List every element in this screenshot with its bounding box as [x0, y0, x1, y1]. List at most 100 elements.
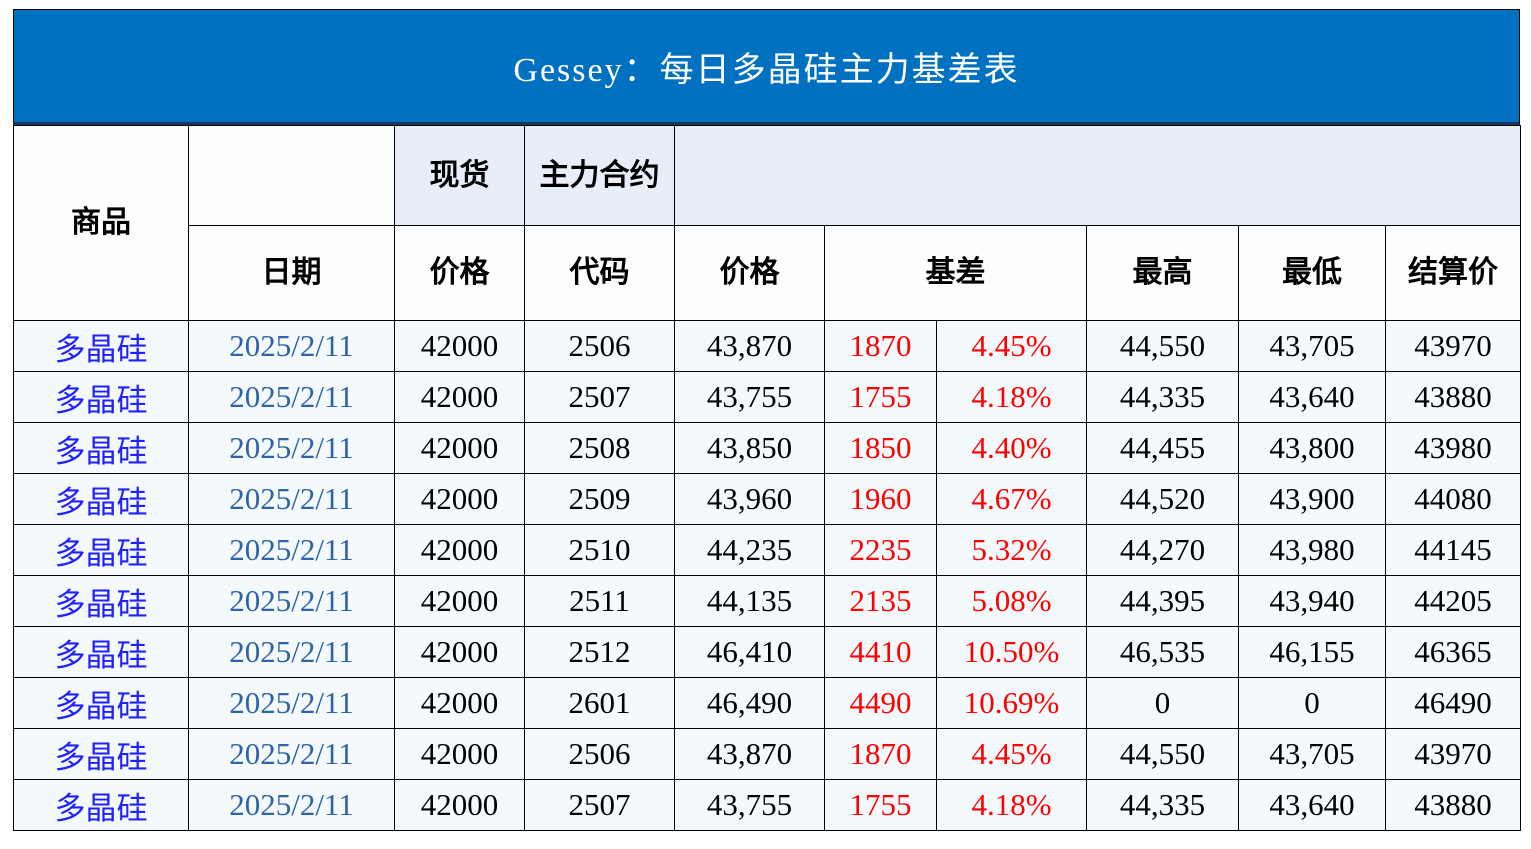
cell-basis-pct: 4.45%: [936, 728, 1087, 780]
header-band: [673, 125, 1522, 226]
cell-basis: 4410: [824, 626, 937, 678]
cell-high: 44,455: [1086, 422, 1239, 474]
header-settlement: 结算价: [1384, 225, 1522, 321]
cell-basis-pct: 10.69%: [936, 677, 1087, 729]
cell-basis: 1755: [824, 371, 937, 423]
header-basis: 基差: [824, 225, 1087, 321]
cell-basis: 2135: [824, 575, 937, 627]
cell-basis-pct: 4.45%: [936, 320, 1087, 372]
table-row: 多晶硅 2025/2/11 42000 2512 46,410 4410 10.…: [13, 626, 1522, 678]
cell-low: 43,900: [1238, 473, 1386, 525]
cell-spot-price: 42000: [394, 473, 525, 525]
cell-futures-price: 46,410: [674, 626, 825, 678]
cell-commodity: 多晶硅: [13, 626, 189, 678]
cell-basis-pct: 4.18%: [936, 371, 1087, 423]
cell-contract-code: 2506: [524, 320, 675, 372]
cell-commodity: 多晶硅: [13, 677, 189, 729]
header-empty-above-date: [188, 125, 395, 226]
cell-settlement: 46490: [1384, 677, 1522, 729]
cell-basis-pct: 5.32%: [936, 524, 1087, 576]
cell-commodity: 多晶硅: [13, 524, 189, 576]
cell-futures-price: 46,490: [674, 677, 825, 729]
cell-spot-price: 42000: [394, 677, 525, 729]
cell-futures-price: 43,960: [674, 473, 825, 525]
header-main-contract-group: 主力合约: [524, 125, 675, 226]
cell-futures-price: 43,870: [674, 320, 825, 372]
cell-low: 43,705: [1238, 728, 1386, 780]
cell-settlement: 43970: [1384, 728, 1522, 780]
header-contract-code: 代码: [524, 225, 675, 321]
cell-basis: 1960: [824, 473, 937, 525]
header-spot-price: 价格: [394, 225, 525, 321]
cell-low: 0: [1238, 677, 1386, 729]
cell-futures-price: 43,755: [674, 779, 825, 831]
cell-date: 2025/2/11: [188, 677, 395, 729]
table-row: 多晶硅 2025/2/11 42000 2601 46,490 4490 10.…: [13, 677, 1522, 729]
cell-futures-price: 44,135: [674, 575, 825, 627]
report-title: Gessey：每日多晶硅主力基差表: [13, 9, 1520, 125]
cell-settlement: 43880: [1384, 371, 1522, 423]
header-futures-price: 价格: [674, 225, 825, 321]
table-row: 多晶硅 2025/2/11 42000 2511 44,135 2135 5.0…: [13, 575, 1522, 627]
cell-date: 2025/2/11: [188, 371, 395, 423]
cell-futures-price: 43,870: [674, 728, 825, 780]
cell-basis-pct: 10.50%: [936, 626, 1087, 678]
cell-commodity: 多晶硅: [13, 371, 189, 423]
table-body: 多晶硅 2025/2/11 42000 2506 43,870 1870 4.4…: [13, 320, 1522, 831]
cell-futures-price: 43,755: [674, 371, 825, 423]
cell-date: 2025/2/11: [188, 473, 395, 525]
cell-low: 46,155: [1238, 626, 1386, 678]
table-header: 商品 现货 主力合约 日期 价格 代码 价格 基差 最高 最低 结算价: [13, 125, 1522, 321]
cell-date: 2025/2/11: [188, 422, 395, 474]
table-row: 多晶硅 2025/2/11 42000 2508 43,850 1850 4.4…: [13, 422, 1522, 474]
cell-basis-pct: 4.18%: [936, 779, 1087, 831]
cell-spot-price: 42000: [394, 779, 525, 831]
header-row-columns: 日期 价格 代码 价格 基差 最高 最低 结算价: [14, 225, 1522, 321]
cell-commodity: 多晶硅: [13, 728, 189, 780]
cell-contract-code: 2507: [524, 779, 675, 831]
cell-contract-code: 2507: [524, 371, 675, 423]
cell-basis: 1755: [824, 779, 937, 831]
cell-high: 44,550: [1086, 320, 1239, 372]
cell-settlement: 44145: [1384, 524, 1522, 576]
table-row: 多晶硅 2025/2/11 42000 2509 43,960 1960 4.6…: [13, 473, 1522, 525]
cell-date: 2025/2/11: [188, 524, 395, 576]
basis-table: 商品 现货 主力合约 日期 价格 代码 价格 基差 最高 最低 结算价 多晶硅 …: [13, 125, 1522, 831]
cell-contract-code: 2509: [524, 473, 675, 525]
cell-date: 2025/2/11: [188, 320, 395, 372]
basis-report-sheet: Gessey：每日多晶硅主力基差表 商品 现货 主力合约 日期: [13, 9, 1522, 831]
cell-high: 44,335: [1086, 371, 1239, 423]
cell-high: 44,395: [1086, 575, 1239, 627]
cell-contract-code: 2512: [524, 626, 675, 678]
cell-futures-price: 44,235: [674, 524, 825, 576]
header-low: 最低: [1238, 225, 1386, 321]
cell-basis: 1850: [824, 422, 937, 474]
cell-commodity: 多晶硅: [13, 473, 189, 525]
cell-settlement: 44205: [1384, 575, 1522, 627]
table-row: 多晶硅 2025/2/11 42000 2507 43,755 1755 4.1…: [13, 779, 1522, 831]
header-spot-group: 现货: [394, 125, 525, 226]
cell-low: 43,705: [1238, 320, 1386, 372]
cell-spot-price: 42000: [394, 371, 525, 423]
cell-spot-price: 42000: [394, 575, 525, 627]
header-date: 日期: [188, 225, 395, 321]
cell-settlement: 44080: [1384, 473, 1522, 525]
cell-high: 46,535: [1086, 626, 1239, 678]
cell-low: 43,800: [1238, 422, 1386, 474]
cell-basis-pct: 5.08%: [936, 575, 1087, 627]
cell-basis: 1870: [824, 320, 937, 372]
cell-contract-code: 2508: [524, 422, 675, 474]
cell-contract-code: 2506: [524, 728, 675, 780]
cell-date: 2025/2/11: [188, 575, 395, 627]
cell-spot-price: 42000: [394, 626, 525, 678]
cell-commodity: 多晶硅: [13, 422, 189, 474]
cell-settlement: 43880: [1384, 779, 1522, 831]
cell-settlement: 43970: [1384, 320, 1522, 372]
cell-settlement: 46365: [1384, 626, 1522, 678]
cell-low: 43,980: [1238, 524, 1386, 576]
cell-date: 2025/2/11: [188, 626, 395, 678]
cell-basis-pct: 4.40%: [936, 422, 1087, 474]
cell-spot-price: 42000: [394, 422, 525, 474]
table-row: 多晶硅 2025/2/11 42000 2506 43,870 1870 4.4…: [13, 728, 1522, 780]
cell-low: 43,640: [1238, 371, 1386, 423]
